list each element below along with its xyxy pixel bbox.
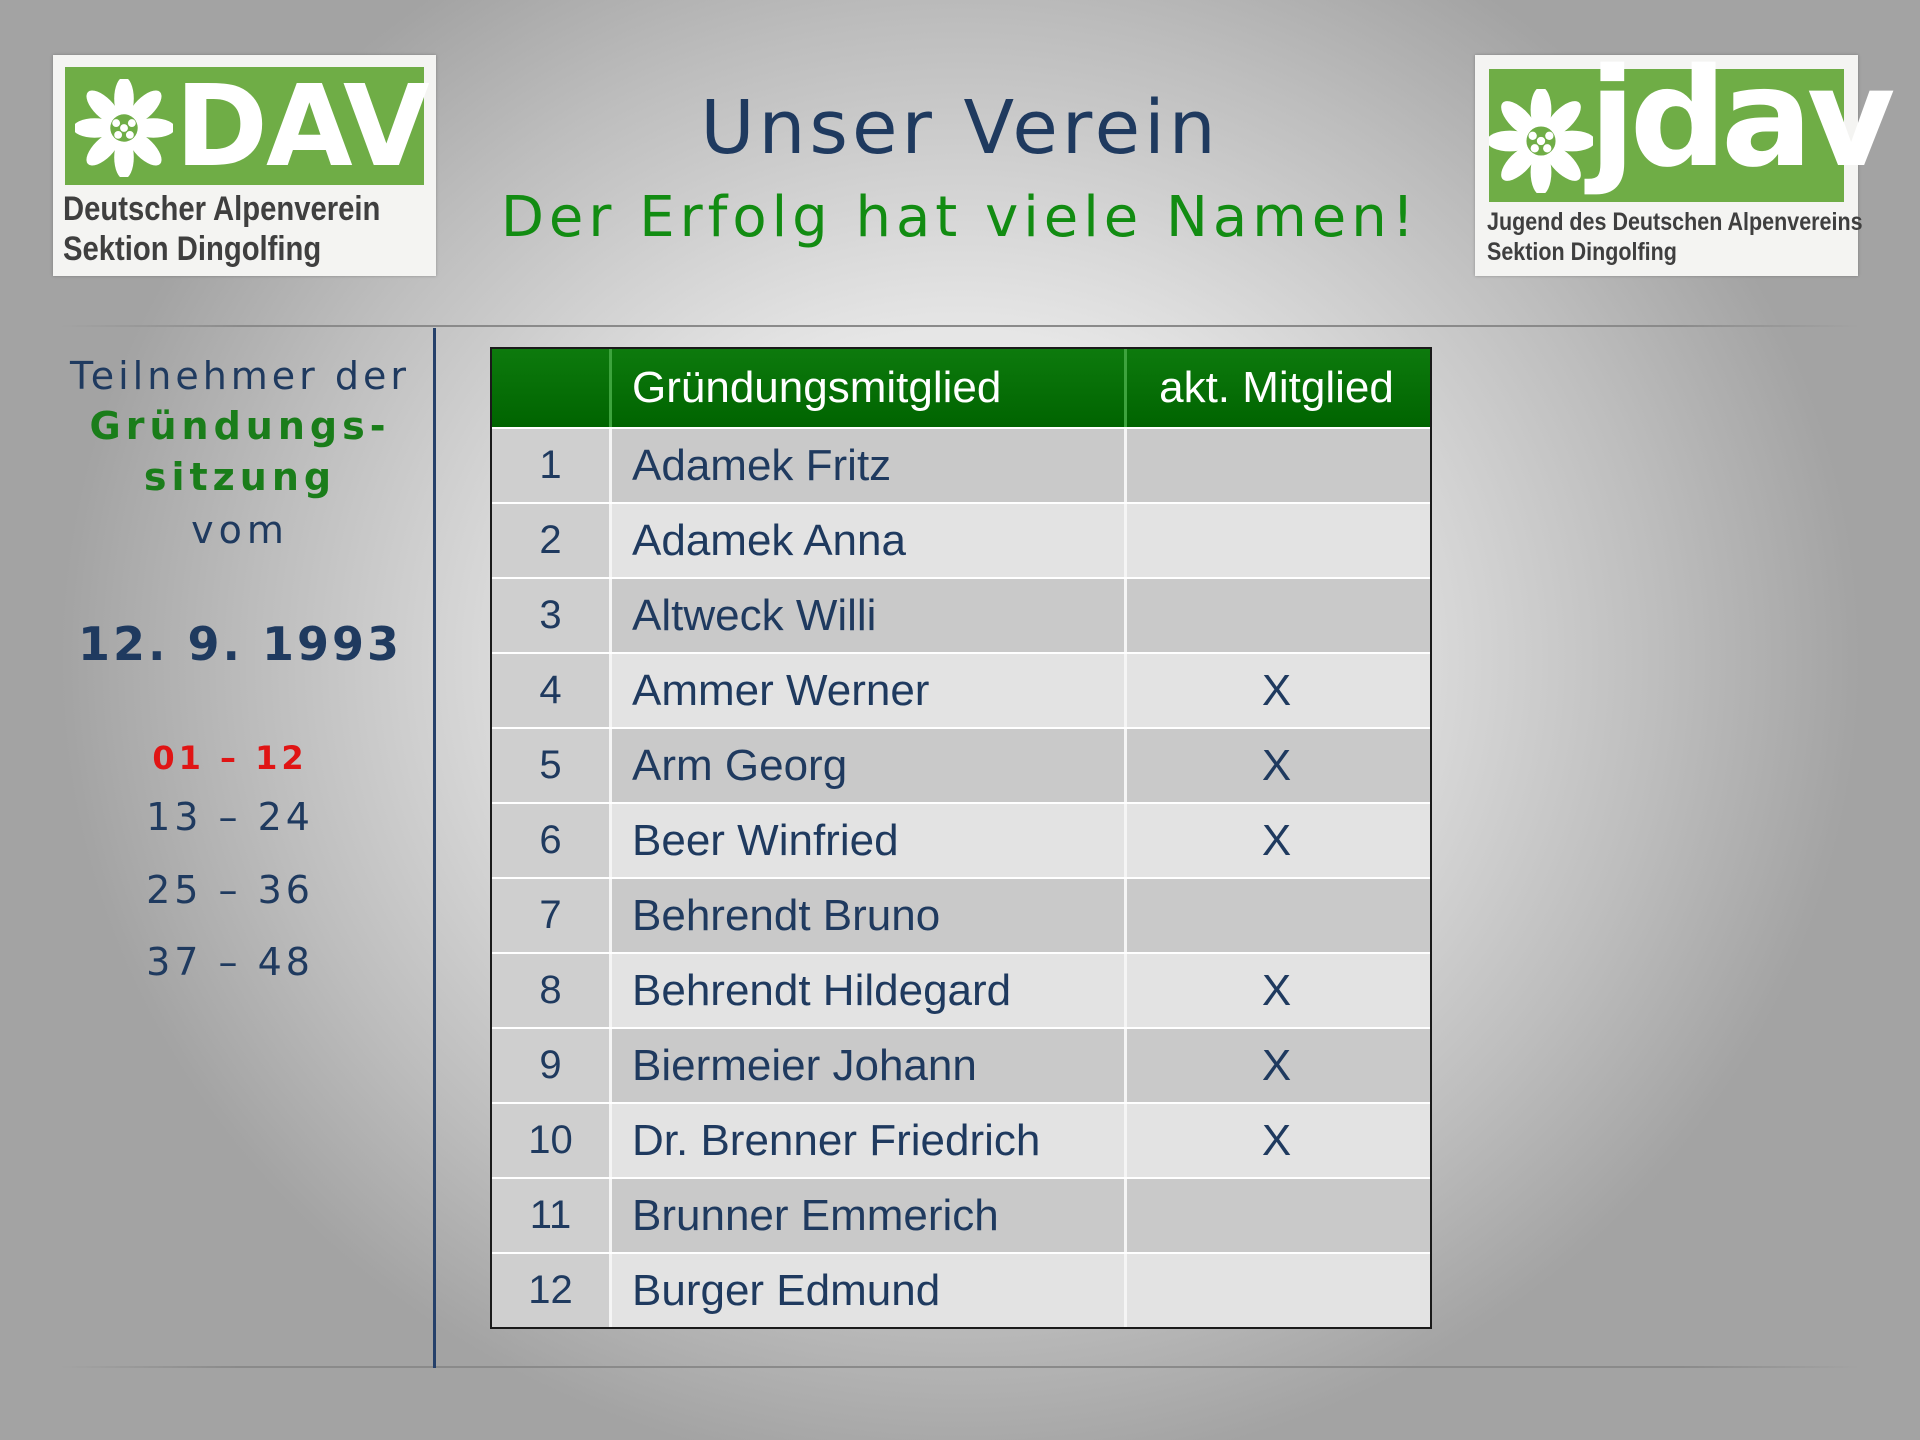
- member-name: Burger Edmund: [612, 1254, 1127, 1327]
- member-name: Ammer Werner: [612, 654, 1127, 727]
- range-link[interactable]: 25 – 36: [146, 868, 314, 912]
- row-number: 5: [492, 729, 612, 802]
- row-number: 11: [492, 1179, 612, 1252]
- row-number: 12: [492, 1254, 612, 1327]
- table-row: 4 Ammer Werner X: [492, 652, 1430, 727]
- members-table: Gründungsmitglied akt. Mitglied 1 Adamek…: [490, 347, 1432, 1329]
- footer-divider: [60, 1366, 1860, 1368]
- page-subtitle: Der Erfolg hat viele Namen!: [500, 185, 1420, 250]
- jdav-logo-line2: Sektion Dingolfing: [1487, 238, 1677, 266]
- row-number: 6: [492, 804, 612, 877]
- member-name: Beer Winfried: [612, 804, 1127, 877]
- jdav-logo-line1: Jugend des Deutschen Alpenvereins: [1487, 208, 1863, 236]
- row-number: 8: [492, 954, 612, 1027]
- row-number: 3: [492, 579, 612, 652]
- member-name: Dr. Brenner Friedrich: [612, 1104, 1127, 1177]
- member-name: Behrendt Bruno: [612, 879, 1127, 952]
- table-row: 9 Biermeier Johann X: [492, 1027, 1430, 1102]
- row-number: 7: [492, 879, 612, 952]
- active-mark: X: [1261, 965, 1292, 1015]
- member-name: Behrendt Hildegard: [612, 954, 1127, 1027]
- active-mark: [1127, 1179, 1426, 1252]
- dav-logo-line2: Sektion Dingolfing: [63, 230, 322, 268]
- member-name: Adamek Anna: [612, 504, 1127, 577]
- member-name: Biermeier Johann: [612, 1029, 1127, 1102]
- active-mark: X: [1261, 1115, 1292, 1165]
- edelweiss-icon: [1489, 89, 1593, 193]
- left-panel-line2: Gründungs-: [89, 404, 391, 448]
- range-link[interactable]: 37 – 48: [146, 940, 314, 984]
- jdav-logo: jdav Jugend des Deutschen Alpenvereins S…: [1475, 51, 1895, 276]
- table-row: 2 Adamek Anna: [492, 502, 1430, 577]
- range-link[interactable]: 13 – 24: [146, 795, 314, 839]
- dav-logo-mark: DAV: [175, 62, 430, 192]
- active-mark: [1127, 1254, 1426, 1327]
- active-mark: X: [1261, 815, 1292, 865]
- active-mark: X: [1261, 1040, 1292, 1090]
- table-row: 3 Altweck Willi: [492, 577, 1430, 652]
- active-mark: X: [1261, 665, 1292, 715]
- table-row: 10 Dr. Brenner Friedrich X: [492, 1102, 1430, 1177]
- table-row: 5 Arm Georg X: [492, 727, 1430, 802]
- dav-logo-band: DAV: [65, 67, 430, 185]
- table-row: 6 Beer Winfried X: [492, 802, 1430, 877]
- table-header-row: Gründungsmitglied akt. Mitglied: [492, 349, 1430, 427]
- member-name: Arm Georg: [612, 729, 1127, 802]
- jdav-logo-band: jdav: [1489, 51, 1895, 202]
- edelweiss-icon: [75, 79, 173, 177]
- range-link-active[interactable]: 01 – 12: [152, 739, 308, 777]
- founding-date: 12. 9. 1993: [77, 617, 403, 671]
- dav-logo: DAV Deutscher Alpenverein Sektion Dingol…: [53, 55, 436, 276]
- dav-logo-line1: Deutscher Alpenverein: [63, 190, 381, 228]
- table-row: 11 Brunner Emmerich: [492, 1177, 1430, 1252]
- header-founding-member: Gründungsmitglied: [612, 349, 1127, 427]
- vertical-divider: [433, 328, 436, 1368]
- row-number: 4: [492, 654, 612, 727]
- active-mark: [1127, 429, 1426, 502]
- active-mark: [1127, 879, 1426, 952]
- row-number: 10: [492, 1104, 612, 1177]
- row-number: 1: [492, 429, 612, 502]
- header-active-member: akt. Mitglied: [1159, 363, 1394, 412]
- table-row: 1 Adamek Fritz: [492, 427, 1430, 502]
- member-name: Altweck Willi: [612, 579, 1127, 652]
- row-number: 9: [492, 1029, 612, 1102]
- header-divider: [60, 325, 1860, 327]
- table-row: 7 Behrendt Bruno: [492, 877, 1430, 952]
- jdav-logo-mark: jdav: [1589, 40, 1895, 198]
- table-row: 12 Burger Edmund: [492, 1252, 1430, 1327]
- member-name: Brunner Emmerich: [612, 1179, 1127, 1252]
- left-panel-line3: sitzung: [143, 455, 337, 499]
- table-row: 8 Behrendt Hildegard X: [492, 952, 1430, 1027]
- active-mark: [1127, 579, 1426, 652]
- member-name: Adamek Fritz: [612, 429, 1127, 502]
- page-title: Unser Verein: [700, 85, 1220, 171]
- left-panel-line4: vom: [191, 508, 289, 552]
- left-panel-line1: Teilnehmer der: [69, 354, 411, 398]
- header-number: [492, 349, 612, 427]
- row-number: 2: [492, 504, 612, 577]
- active-mark: [1127, 504, 1426, 577]
- active-mark: X: [1261, 740, 1292, 790]
